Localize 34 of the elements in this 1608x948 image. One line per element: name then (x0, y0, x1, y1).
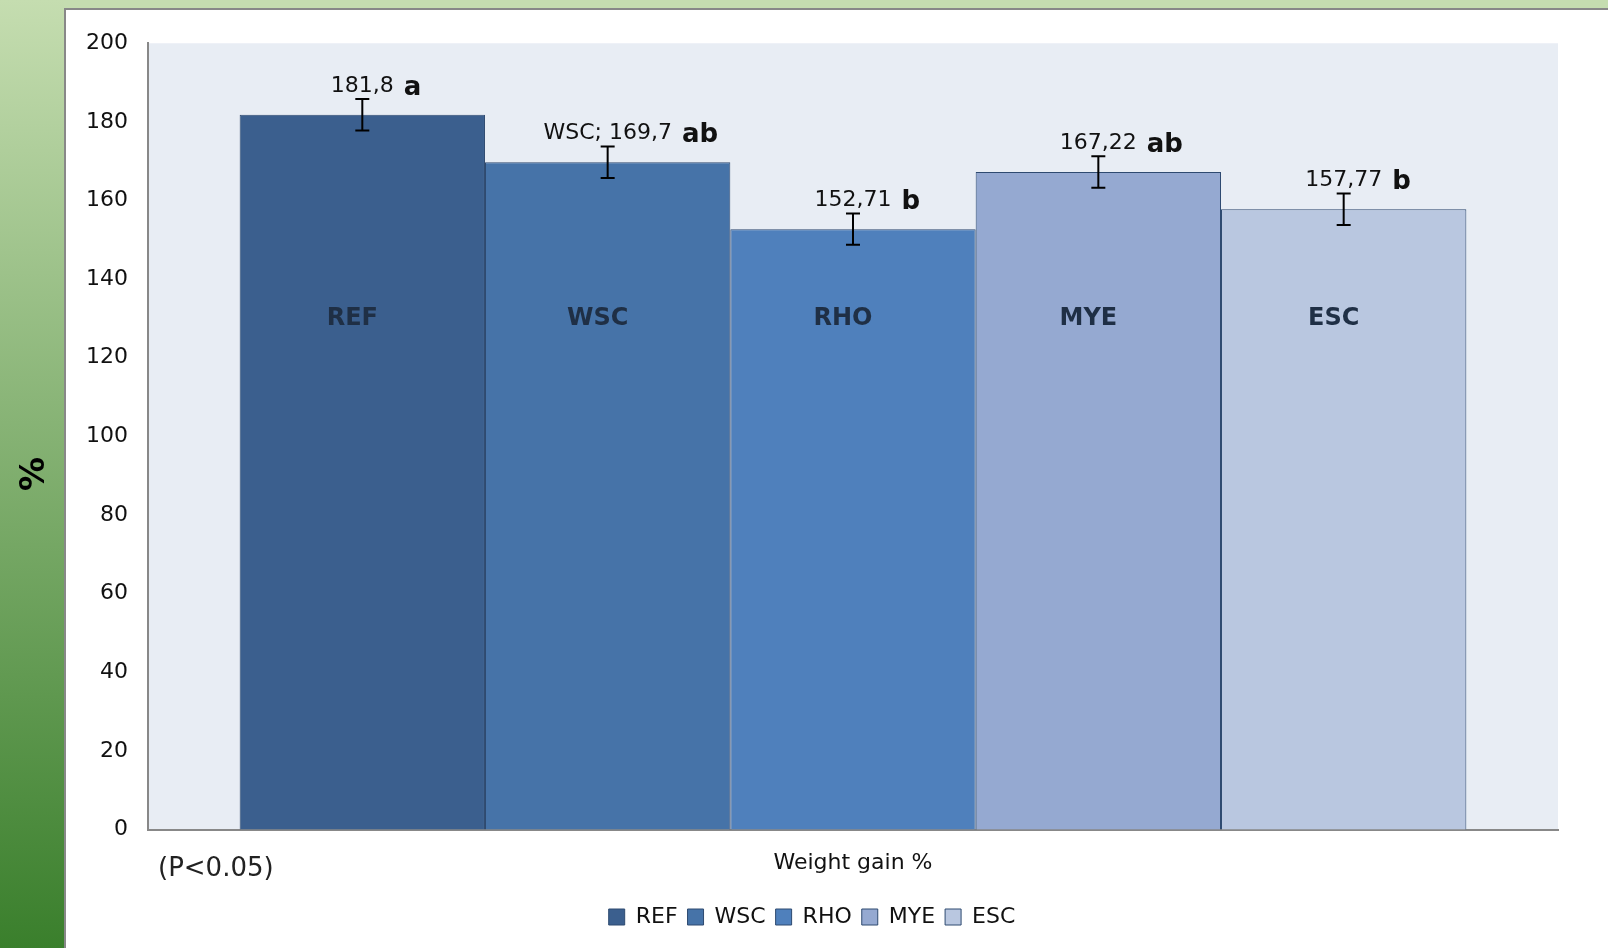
legend-label: ESC (972, 902, 1016, 928)
y-tick-label: 140 (85, 264, 128, 290)
data-label: WSC; 169,7 (543, 119, 672, 145)
y-tick-label: 20 (99, 736, 128, 762)
text: MYE (1059, 302, 1118, 331)
y-tick-label: 0 (113, 815, 128, 841)
y-axis-title: % (12, 455, 52, 494)
annotation: ab (681, 118, 719, 149)
y-tick-label: 80 (99, 500, 128, 526)
x-tick-label: Weight gain % (773, 848, 933, 874)
data-label: 181,8 (330, 71, 394, 97)
data-label: 157,77 (1305, 166, 1383, 192)
data-label: 152,71 (814, 186, 892, 212)
annotation: a (403, 70, 422, 101)
annotation: b (1392, 165, 1411, 196)
legend-label: WSC (714, 902, 766, 928)
y-tick-label: 200 (85, 28, 128, 54)
text: (P<0.05) (158, 852, 274, 882)
data-label: 167,22 (1059, 129, 1137, 155)
text: WSC (566, 302, 629, 331)
y-tick-label: 160 (85, 186, 128, 212)
y-tick-label: 100 (85, 422, 128, 448)
annotation: ab (1146, 128, 1183, 159)
text: REF (326, 302, 378, 331)
y-tick-label: 180 (85, 107, 128, 133)
legend-label: REF (635, 902, 678, 928)
legend-label: RHO (802, 902, 852, 928)
y-tick-label: 60 (99, 579, 128, 605)
annotation: b (901, 185, 921, 216)
text: ESC (1308, 302, 1360, 331)
legend-label: MYE (888, 902, 936, 928)
y-tick-label: 40 (99, 658, 128, 684)
text: RHO (813, 302, 873, 331)
y-tick-label: 120 (85, 343, 128, 369)
